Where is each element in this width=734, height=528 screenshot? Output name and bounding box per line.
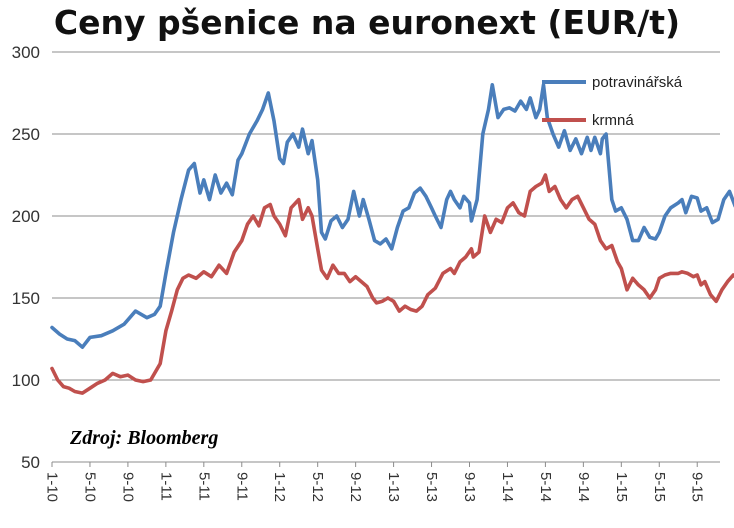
x-tick-label: 1-15 (613, 472, 630, 502)
y-axis: 50 100 150 200 250 300 (12, 43, 40, 472)
y-tick-label: 50 (21, 453, 40, 472)
legend-label-0: potravinářská (592, 74, 683, 91)
x-tick-label: 5-10 (81, 472, 98, 502)
x-tick-label: 1-12 (271, 472, 288, 502)
x-tick-label: 5-13 (423, 472, 440, 502)
y-tick-label: 100 (12, 371, 40, 390)
x-tick-label: 9-11 (233, 472, 250, 501)
series-lines (50, 83, 734, 395)
x-axis (51, 461, 720, 467)
x-tick-label: 9-14 (575, 472, 592, 502)
x-tick-label: 9-10 (119, 472, 136, 502)
x-tick-label: 5-11 (195, 472, 212, 501)
legend: potravinářská krmná (542, 74, 683, 129)
y-tick-label: 150 (12, 289, 40, 308)
y-tick-label: 250 (12, 125, 40, 144)
x-tick-label: 5-15 (651, 472, 668, 502)
x-tick-label: 5-14 (537, 472, 554, 502)
y-tick-label: 300 (12, 43, 40, 62)
source-note: Zdroj: Bloomberg (69, 427, 218, 449)
x-tick-label: 9-12 (347, 472, 364, 502)
legend-label-1: krmná (592, 112, 634, 129)
x-tick-label: 1-13 (385, 472, 402, 502)
x-tick-labels: 1-10 5-10 9-10 1-11 5-11 9-11 1-12 5-12 9-12 1-13… (44, 472, 706, 502)
x-tick-label: 1-11 (157, 472, 174, 501)
x-tick-label: 1-14 (499, 472, 516, 502)
x-tick-label: 9-13 (461, 472, 478, 502)
y-tick-label: 200 (12, 207, 40, 226)
chart-title: Ceny pšenice na euronext (EUR/t) (54, 3, 680, 42)
series-line-0 (50, 83, 734, 349)
x-tick-label: 1-10 (44, 472, 61, 502)
series-line-1 (50, 173, 734, 395)
x-tick-label: 9-15 (689, 472, 706, 502)
gridlines (52, 51, 720, 381)
x-tick-label: 5-12 (309, 472, 326, 502)
